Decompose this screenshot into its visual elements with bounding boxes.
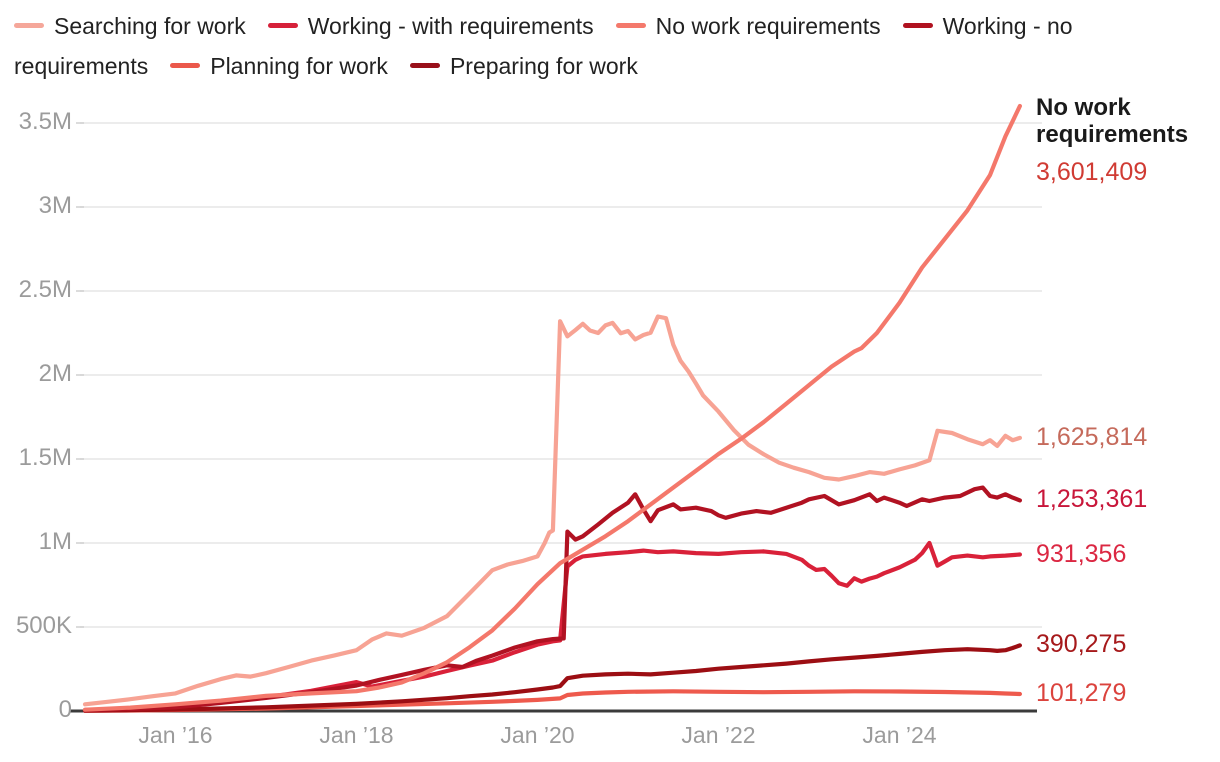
x-axis-label: Jan ’22 — [681, 722, 756, 748]
end-value-working_with: 931,356 — [1036, 539, 1127, 568]
line-searching — [82, 314, 1023, 707]
legend-label: Searching for work — [54, 13, 246, 39]
legend-item-working_no[interactable]: Working - no requirements — [14, 13, 1073, 79]
working_no-legend-swatch-icon — [902, 23, 933, 29]
end-value-planning: 101,279 — [1036, 678, 1127, 707]
planning-legend-swatch-icon — [170, 63, 201, 69]
x-axis-label: Jan ’20 — [500, 722, 575, 748]
annotation-title-no_work: No work requirements — [1036, 93, 1189, 149]
legend-label: No work requirements — [655, 13, 881, 39]
searching-legend-swatch-icon — [14, 23, 44, 29]
end-value-searching: 1,625,814 — [1036, 422, 1148, 451]
y-axis-label: 2M — [38, 360, 72, 387]
line-working_with — [82, 540, 1023, 713]
legend-label: Working - with requirements — [307, 13, 594, 39]
x-axis-label: Jan ’18 — [319, 722, 394, 748]
y-axis-label: 2.5M — [18, 276, 72, 303]
end-value-preparing: 390,275 — [1036, 630, 1127, 659]
working_with-legend-swatch-icon — [267, 23, 298, 29]
end-value-no_work: 3,601,409 — [1036, 157, 1148, 186]
line-no_work — [82, 103, 1023, 712]
y-axis-label: 3M — [38, 192, 72, 219]
y-axis-label: 0 — [58, 696, 72, 723]
end-value-working_no: 1,253,361 — [1036, 485, 1148, 514]
legend-label: Working - no requirements — [14, 13, 1073, 79]
legend-item-searching[interactable]: Searching for work — [14, 13, 246, 39]
y-axis-label: 500K — [15, 612, 72, 639]
x-axis-label: Jan ’16 — [138, 722, 213, 748]
y-axis-label: 3.5M — [18, 108, 72, 135]
y-axis-label: 1M — [38, 528, 72, 555]
legend-item-working_with[interactable]: Working - with requirements — [267, 13, 594, 39]
legend: Searching for work Working - with require… — [14, 6, 1114, 86]
y-axis-label: 1.5M — [18, 444, 72, 471]
no_work-legend-swatch-icon — [615, 23, 646, 29]
preparing-legend-swatch-icon — [409, 63, 440, 69]
legend-label: Planning for work — [210, 53, 388, 79]
line-preparing — [82, 643, 1023, 713]
legend-item-preparing[interactable]: Preparing for work — [409, 53, 638, 79]
x-axis-label: Jan ’24 — [862, 722, 937, 748]
legend-item-no_work[interactable]: No work requirements — [615, 13, 881, 39]
legend-item-planning[interactable]: Planning for work — [170, 53, 388, 79]
legend-label: Preparing for work — [449, 53, 638, 79]
